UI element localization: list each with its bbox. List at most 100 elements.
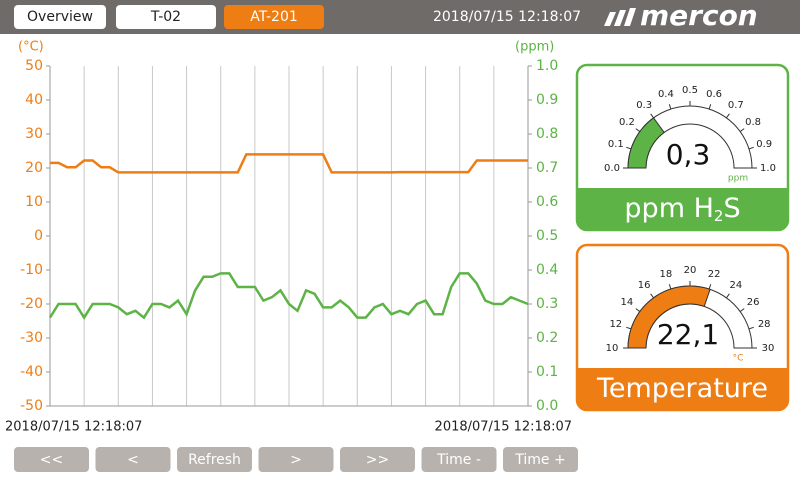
nav-button[interactable]: >> (340, 447, 415, 472)
button-label[interactable]: Refresh (188, 452, 241, 468)
tab[interactable]: Overview (14, 5, 106, 29)
gauge-title-part: S (723, 193, 740, 224)
gauge-tick (726, 293, 730, 299)
y-tick-label: 20 (25, 160, 43, 176)
button-face[interactable] (503, 447, 578, 472)
gauge-title-part: Temperature (596, 373, 768, 404)
gauge-tick-label: 16 (638, 280, 651, 291)
y-tick-label: -50 (20, 398, 43, 414)
nav-button[interactable]: > (258, 447, 334, 472)
gauge-tick-label: 20 (684, 265, 697, 276)
gauge-unit: ppm (728, 174, 748, 184)
gauge-band (577, 188, 788, 230)
gauge-tick-label: 28 (758, 319, 771, 330)
y2-tick-label: 0.8 (536, 126, 558, 142)
y-tick-label: 10 (25, 194, 43, 210)
gauge-tick (626, 326, 632, 330)
gauge-tick-label: 1.0 (760, 163, 776, 174)
gauge-unit: °C (733, 354, 744, 364)
button-face[interactable] (95, 447, 171, 472)
nav-button[interactable]: Time - (421, 447, 497, 472)
gauge-tick-label: 24 (729, 280, 742, 291)
series-line (48, 272, 529, 320)
x-end-label: 2018/07/15 12:18:07 (435, 420, 572, 435)
y2-tick-label: 0.6 (536, 194, 558, 210)
gauge-tick-label: 0.2 (619, 117, 635, 128)
gauge-tick-label: 0.6 (706, 89, 722, 100)
x-start-label: 2018/07/15 12:18:07 (5, 420, 142, 435)
gauge-value: 0,3 (666, 138, 711, 171)
gauge-fill (627, 117, 665, 169)
gauge-tick-label: 10 (606, 343, 619, 354)
button-face[interactable] (340, 447, 415, 472)
y2-tick-label: 0.3 (536, 296, 558, 312)
gauge-band (577, 368, 788, 410)
button-label[interactable]: Time + (514, 452, 565, 468)
gauge-tick-label: 0.9 (756, 139, 772, 150)
gauge-title-part: 2 (714, 207, 724, 225)
gauge-tick (739, 128, 745, 132)
logo: mercon (640, 0, 758, 32)
button-face[interactable] (14, 447, 89, 472)
tab[interactable]: AT-201 (224, 5, 324, 29)
gauge-tick-label: 14 (621, 297, 634, 308)
button-label[interactable]: > (290, 452, 302, 468)
gauge-tick-label: 0.8 (745, 117, 761, 128)
y2-tick-label: 0.2 (536, 330, 558, 346)
tab-button[interactable] (14, 5, 106, 29)
gauge-tick-label: 18 (660, 269, 673, 280)
y2-axis-label: (ppm) (515, 40, 554, 55)
tab-label[interactable]: AT-201 (250, 9, 298, 25)
gauge-tick-label: 0.7 (728, 100, 744, 111)
gauge-title: Temperature (596, 373, 768, 404)
tab-label[interactable]: Overview (27, 9, 93, 25)
y-tick-label: -20 (20, 296, 43, 312)
gauge-tick (635, 128, 641, 132)
y-tick-label: -40 (20, 364, 43, 380)
y2-tick-label: 0.5 (536, 228, 558, 244)
nav-button[interactable]: Time + (503, 447, 578, 472)
button-face[interactable] (258, 447, 334, 472)
gauge-tick-label: 22 (708, 269, 721, 280)
y-tick-label: 50 (25, 58, 43, 74)
y2-tick-label: 0.4 (536, 262, 558, 278)
y2-tick-label: 0.9 (536, 92, 558, 108)
button-label[interactable]: < (127, 452, 139, 468)
tab-label[interactable]: T-02 (150, 9, 181, 25)
header-datetime: 2018/07/15 12:18:07 (433, 9, 581, 25)
gauge-track (627, 105, 753, 169)
gauge-tick (748, 326, 754, 330)
nav-button[interactable]: << (14, 447, 89, 472)
gauge-tick-label: 26 (747, 297, 760, 308)
gauge-tick (739, 308, 745, 312)
gauge-title-part: ppm H (624, 193, 713, 224)
gauge-tick-label: 0.3 (636, 100, 652, 111)
tab-button[interactable] (116, 5, 216, 29)
button-label[interactable]: >> (366, 452, 389, 468)
button-label[interactable]: << (40, 452, 63, 468)
tab-button[interactable] (224, 5, 324, 29)
y-tick-label: -30 (20, 330, 43, 346)
y2-tick-label: 1.0 (536, 58, 558, 74)
series-line (50, 153, 528, 174)
gauge-tick (668, 284, 672, 290)
button-face[interactable] (421, 447, 497, 472)
nav-button[interactable]: Refresh (177, 447, 252, 472)
nav-button[interactable]: < (95, 447, 171, 472)
y-tick-label: 40 (25, 92, 43, 108)
gauge-fill (627, 285, 711, 349)
y-tick-label: 0 (34, 228, 43, 244)
y2-tick-label: 0.7 (536, 160, 558, 176)
gauge-tick (726, 113, 730, 119)
gauge-tick (626, 146, 632, 150)
gauge-tick (650, 113, 654, 119)
logo-mark (604, 8, 636, 26)
gauge-tick-label: 12 (609, 319, 622, 330)
y-tick-label: -10 (20, 262, 43, 278)
gauge-tick (748, 146, 754, 150)
button-face[interactable] (177, 447, 252, 472)
gauge-tick (650, 293, 654, 299)
button-label[interactable]: Time - (436, 452, 481, 468)
tab[interactable]: T-02 (116, 5, 216, 29)
